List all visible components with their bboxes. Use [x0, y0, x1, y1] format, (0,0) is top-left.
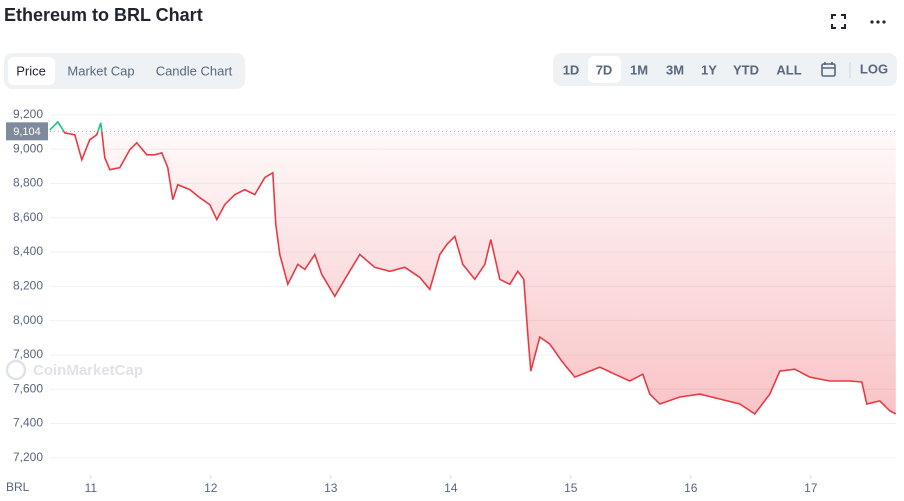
y-tick-label: 9,200 — [13, 107, 43, 121]
y-tick-label: 9,000 — [13, 141, 43, 155]
range-button[interactable]: ALL — [776, 62, 801, 77]
calendar-icon[interactable] — [821, 62, 836, 77]
watermark-text: CoinMarketCap — [33, 362, 143, 379]
y-tick-label: 8,800 — [13, 176, 43, 190]
range-button[interactable]: 1Y — [701, 62, 717, 77]
price-area — [63, 131, 896, 414]
y-tick-label: 7,600 — [13, 381, 43, 395]
range-selected — [588, 56, 621, 83]
y-tick-label: 7,400 — [13, 416, 43, 430]
x-tick-label: 13 — [324, 481, 338, 495]
y-tick-label: 8,600 — [13, 210, 43, 224]
reference-badge — [6, 122, 48, 141]
chart-title: Ethereum to BRL Chart — [4, 5, 203, 25]
y-axis-label: BRL — [6, 480, 30, 494]
tab-group — [4, 53, 245, 89]
range-button[interactable]: 7D — [596, 62, 613, 77]
x-tick-label: 11 — [85, 481, 98, 495]
tab[interactable]: Candle Chart — [156, 63, 233, 78]
range-button[interactable]: 3M — [666, 62, 684, 77]
price-line-below — [62, 131, 897, 415]
more-icon[interactable] — [870, 20, 886, 24]
tab[interactable]: Market Cap — [67, 63, 134, 78]
reference-label: 9,104 — [13, 126, 41, 138]
y-tick-label: 8,400 — [13, 244, 43, 258]
range-button[interactable]: 1D — [563, 62, 580, 77]
x-tick-label: 14 — [444, 481, 458, 495]
x-tick-label: 15 — [564, 481, 578, 495]
range-button[interactable]: YTD — [733, 62, 759, 77]
range-group — [553, 53, 897, 86]
log-button[interactable]: LOG — [860, 61, 888, 76]
y-tick-label: 7,800 — [13, 347, 43, 361]
y-tick-label: 7,200 — [13, 450, 43, 464]
tab[interactable]: Price — [16, 63, 46, 78]
y-tick-label: 8,000 — [13, 313, 43, 327]
range-button[interactable]: 1M — [630, 62, 648, 77]
x-tick-label: 12 — [204, 481, 218, 495]
tab-selected — [8, 57, 55, 85]
x-tick-label: 17 — [804, 481, 818, 495]
watermark: CoinMarketCap — [5, 359, 143, 381]
x-tick-label: 16 — [684, 481, 698, 495]
expand-icon[interactable] — [831, 14, 846, 29]
y-tick-label: 8,200 — [13, 279, 43, 293]
